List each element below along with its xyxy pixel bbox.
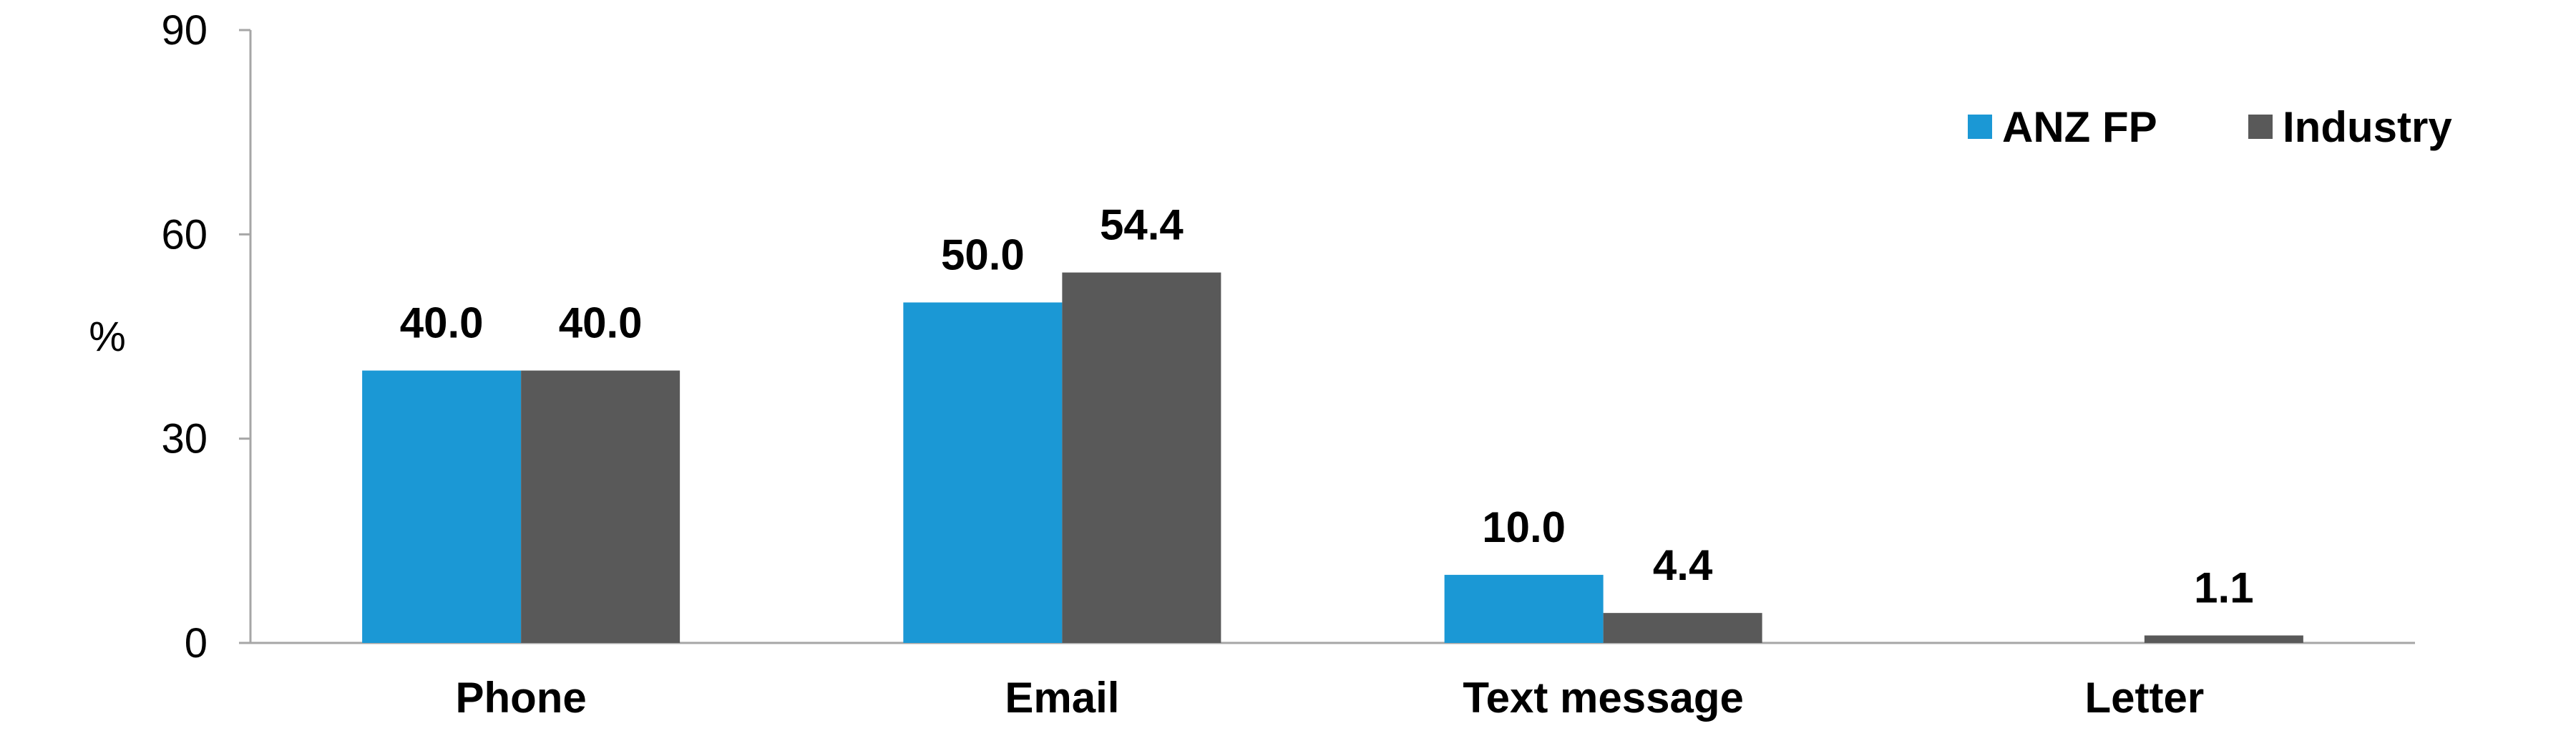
bar-anz-fp [903,302,1063,643]
data-label: 54.4 [1100,201,1184,249]
bar-industry [2144,635,2303,643]
bar-industry [1062,272,1221,643]
x-tick-label: Email [1005,674,1119,722]
data-label: 50.0 [941,231,1025,279]
legend: ANZ FP Industry [1968,103,2452,151]
data-label: 40.0 [400,299,484,347]
bar-anz-fp [362,370,522,643]
bar-anz-fp [1444,574,1604,643]
x-axis: Phone Email Text message Letter [250,642,2415,722]
y-tick-label: 60 [161,211,208,258]
data-label: 10.0 [1482,503,1566,551]
y-axis: 0 30 60 90 [161,7,252,667]
x-tick-label: Letter [2085,674,2205,722]
y-tick-label: 0 [185,620,208,667]
x-tick-label: Text message [1463,674,1743,722]
data-label: 1.1 [2194,564,2253,612]
y-axis-title: % [89,314,126,360]
data-labels: 40.0 50.0 10.0 40.0 54.4 4.4 1.1 [400,201,2254,612]
data-label: 40.0 [559,299,643,347]
bar-industry [521,370,680,643]
bar-industry [1603,613,1762,643]
legend-swatch [2248,115,2273,139]
bars [362,272,2303,643]
y-tick-label: 90 [161,7,208,54]
legend-label: ANZ FP [2002,103,2157,151]
x-tick-label: Phone [455,674,586,722]
y-tick-label: 30 [161,416,208,463]
legend-swatch [1968,115,1992,139]
data-label: 4.4 [1653,541,1713,589]
legend-label: Industry [2283,103,2452,151]
